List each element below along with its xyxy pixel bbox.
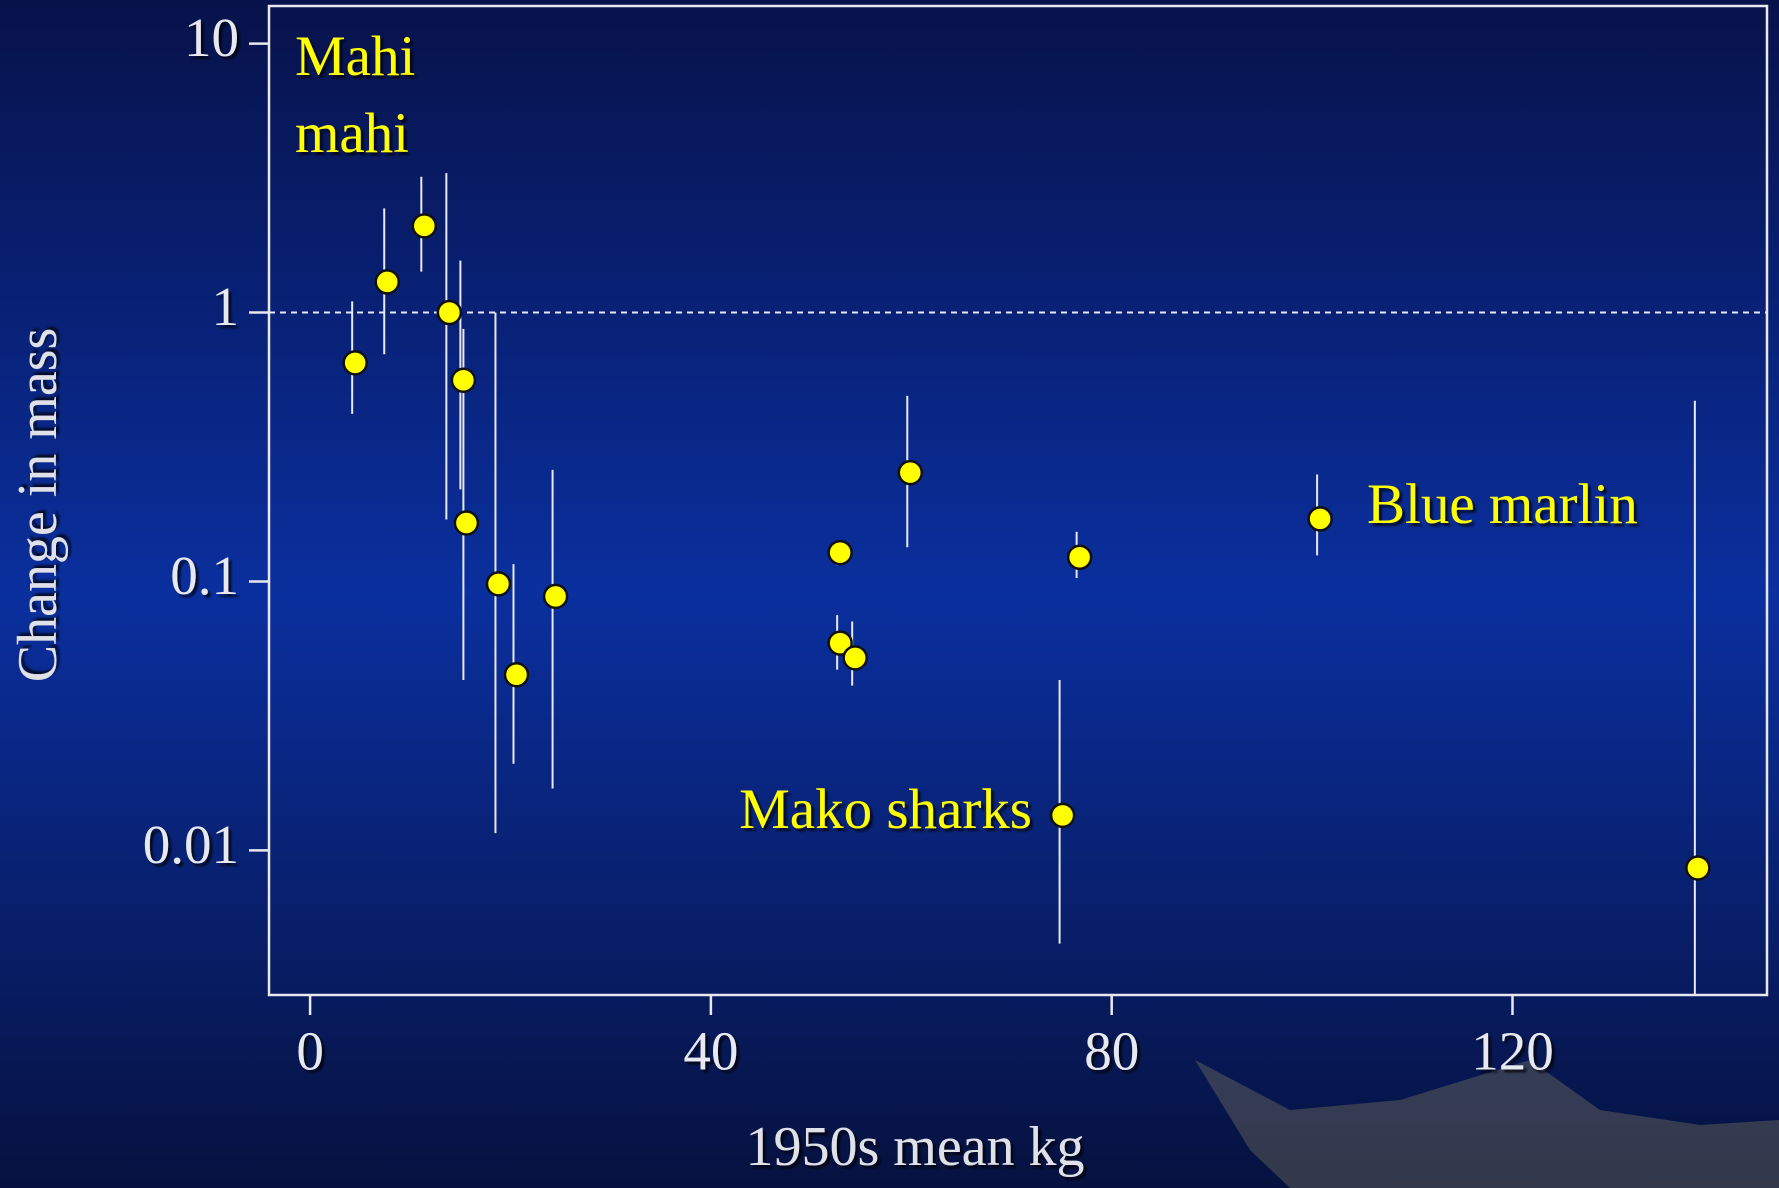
annotation: Mako sharks <box>739 778 1032 841</box>
plot-frame <box>267 4 1769 997</box>
y-axis-label: Change in mass <box>7 328 69 683</box>
point <box>374 269 400 295</box>
x-tick-label: 80 <box>1084 1021 1139 1082</box>
point <box>842 645 868 671</box>
annotation: Blue marlin <box>1367 473 1638 536</box>
y-tick-label: 10 <box>184 7 239 68</box>
point <box>1049 802 1076 829</box>
point <box>503 661 530 688</box>
x-tick-label: 40 <box>683 1021 738 1082</box>
x-tick-label: 120 <box>1471 1021 1554 1082</box>
point <box>453 510 480 536</box>
point <box>897 459 924 486</box>
point <box>542 583 569 610</box>
fish-watermark <box>1195 1060 1779 1188</box>
point <box>436 299 463 326</box>
point <box>827 630 853 656</box>
point <box>485 571 512 597</box>
point <box>450 367 477 394</box>
x-axis-label: 1950s mean kg <box>745 1116 1084 1178</box>
y-tick-label: 0.01 <box>143 814 239 875</box>
x-tick-label: 0 <box>296 1021 324 1082</box>
point <box>827 539 853 566</box>
point <box>1685 855 1711 881</box>
y-tick-label: 0.1 <box>170 545 239 606</box>
annotation: Mahi <box>295 25 415 88</box>
annotation: mahi <box>295 102 409 165</box>
point <box>411 213 438 239</box>
point <box>1307 506 1333 532</box>
point <box>1066 544 1093 571</box>
point <box>342 350 368 376</box>
y-tick-label: 1 <box>212 276 240 337</box>
